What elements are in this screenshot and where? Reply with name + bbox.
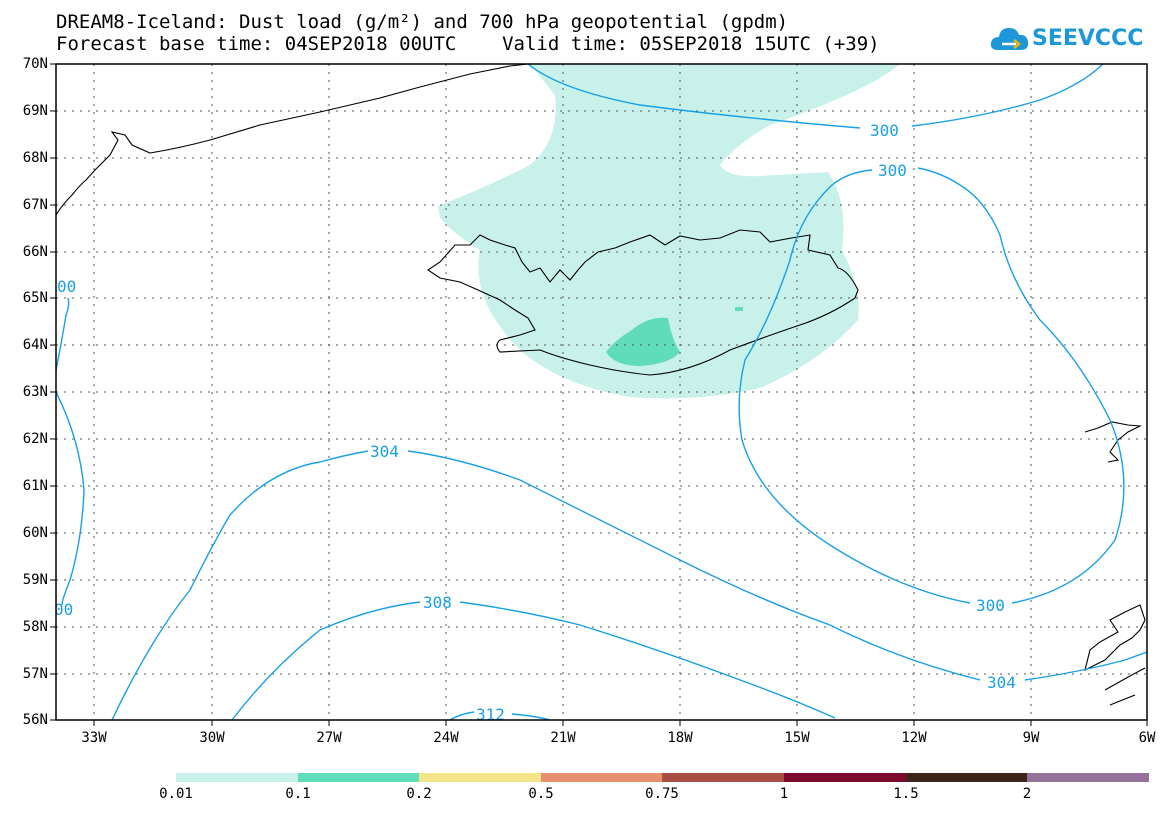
lat-label: 65N: [22, 290, 48, 306]
coastlines: [56, 64, 1146, 706]
contour-label: 304: [370, 442, 399, 461]
contour-label: 304: [987, 673, 1016, 692]
lat-label: 64N: [22, 337, 48, 353]
map-title: DREAM8-Iceland: Dust load (g/m²) and 700…: [56, 11, 789, 33]
contour-label: 00: [54, 600, 73, 619]
colorbar-label: 1: [779, 786, 789, 802]
colorbar-segment: [1027, 773, 1149, 782]
contour-304: [111, 450, 1147, 720]
lat-label: 66N: [22, 244, 48, 260]
coast-scotland: [1084, 604, 1146, 672]
lat-label: 57N: [22, 666, 48, 682]
dust-area-low: [438, 64, 900, 399]
contour-label: 300: [870, 121, 899, 140]
lon-label: 27W: [316, 730, 342, 746]
colorbar-segment: [662, 773, 784, 782]
lat-label: 59N: [22, 572, 48, 588]
lon-label: 30W: [199, 730, 225, 746]
seevccc-logo: SEEVCCC: [990, 22, 1144, 56]
logo-text: SEEVCCC: [1032, 26, 1144, 51]
contour-label: 308: [423, 593, 452, 612]
contour-label: 00: [57, 277, 76, 296]
colorbar-segment: [298, 773, 419, 782]
lon-label: 12W: [901, 730, 927, 746]
axis-ticks: [50, 63, 1148, 726]
lon-label: 6W: [1138, 730, 1156, 746]
lat-label: 58N: [22, 619, 48, 635]
lat-label: 62N: [22, 431, 48, 447]
lat-label: 69N: [22, 103, 48, 119]
lat-label: 68N: [22, 150, 48, 166]
contour-label: 300: [878, 161, 907, 180]
forecast-time-line: Forecast base time: 04SEP2018 00UTC Vali…: [56, 33, 880, 55]
lat-label: 56N: [22, 712, 48, 728]
lon-label: 18W: [667, 730, 693, 746]
colorbar-label: 0.01: [159, 786, 193, 802]
lat-label: 70N: [22, 56, 48, 72]
colorbar-label: 1.5: [893, 786, 919, 802]
coast-greenland: [56, 64, 529, 216]
dust-spot: [735, 307, 743, 311]
dust-area-mid: [606, 317, 680, 366]
lon-label: 33W: [81, 730, 107, 746]
colorbar-label: 0.2: [406, 786, 432, 802]
lon-label: 15W: [784, 730, 810, 746]
coast-faroes: [1084, 421, 1143, 463]
cloud-icon: [990, 28, 1029, 50]
colorbar-label: 0.5: [528, 786, 554, 802]
colorbar-segment: [419, 773, 541, 782]
lat-label: 67N: [22, 197, 48, 213]
lon-label: 9W: [1022, 730, 1040, 746]
coast-iceland: [427, 229, 859, 376]
colorbar-segment: [176, 773, 298, 782]
contour-label: 300: [976, 596, 1005, 615]
contour-300-north: [527, 64, 1104, 129]
contour-label: 312: [476, 705, 505, 724]
colorbar-label: 2: [1022, 786, 1032, 802]
graticule: [56, 64, 1147, 720]
contour-308: [231, 601, 836, 720]
contour-left: [56, 297, 85, 606]
lat-label: 61N: [22, 478, 48, 494]
colorbar-label: 0.75: [645, 786, 679, 802]
lon-label: 24W: [433, 730, 459, 746]
colorbar-segment: [784, 773, 906, 782]
colorbar-segment: [541, 773, 662, 782]
lat-label: 60N: [22, 525, 48, 541]
contour-300-loop: [738, 167, 1125, 604]
geopotential-contours: [56, 64, 1147, 720]
lat-label: 63N: [22, 384, 48, 400]
colorbar-segment: [906, 773, 1027, 782]
lon-label: 21W: [550, 730, 576, 746]
colorbar-label: 0.1: [285, 786, 311, 802]
